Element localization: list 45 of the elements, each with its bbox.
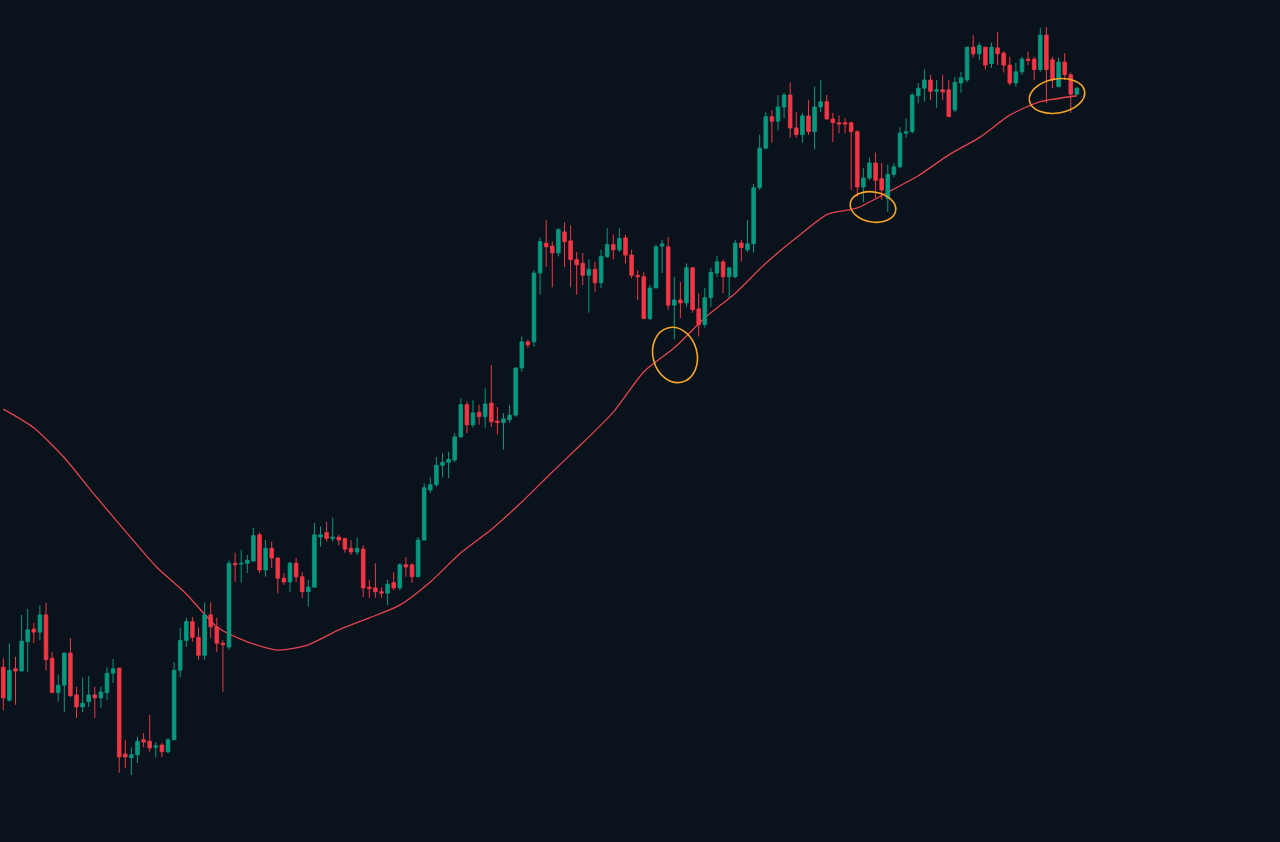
candlestick [714, 255, 720, 278]
candlestick [80, 677, 85, 713]
candlestick [92, 686, 98, 719]
candlestick [98, 686, 104, 709]
candlestick [13, 656, 18, 706]
candlestick [287, 561, 293, 593]
candlestick [678, 281, 683, 319]
candlestick [263, 539, 268, 578]
candlestick [397, 562, 403, 591]
candlestick [720, 259, 726, 294]
candlestick [354, 537, 360, 556]
candlestick [403, 556, 409, 578]
candlestick [739, 239, 744, 263]
candlestick [672, 276, 677, 341]
candlestick [330, 517, 335, 543]
candlestick [110, 658, 116, 684]
candlestick [324, 521, 329, 543]
candlestick [659, 239, 665, 274]
candlestick [556, 227, 561, 258]
candlestick [928, 74, 933, 101]
candlestick [836, 114, 842, 134]
candlestick [464, 401, 470, 434]
candlestick [409, 562, 415, 584]
candlestick [476, 404, 482, 426]
candlestick [31, 622, 37, 644]
candlestick [800, 112, 805, 144]
candlestick [525, 339, 531, 349]
candlestick [37, 604, 43, 641]
candlestick [470, 399, 476, 429]
candlestick [989, 42, 994, 69]
candlestick [769, 109, 775, 144]
candlestick [983, 46, 988, 71]
candlestick [482, 387, 488, 429]
candlestick [348, 539, 354, 556]
candlestick [586, 259, 592, 314]
candlestick [86, 675, 91, 708]
candlestick [232, 552, 238, 583]
candlestick [934, 79, 939, 109]
candlestick [617, 227, 622, 253]
candlestick [970, 34, 976, 59]
candlestick [611, 234, 616, 261]
candlestick [385, 579, 390, 606]
candlestick [806, 99, 811, 136]
candlestick [781, 92, 787, 119]
candlestick [775, 94, 781, 131]
